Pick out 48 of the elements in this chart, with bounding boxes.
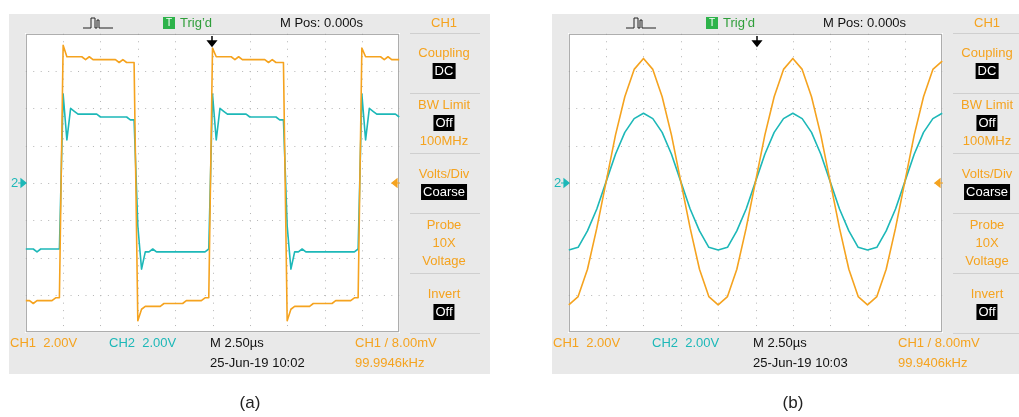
text: Off [976,304,998,320]
text: CH1 / 8.00mV [355,335,437,351]
text: Trig’d [180,15,213,31]
text: Trig’d [723,15,756,31]
text: Probe [426,217,462,233]
text: Coarse [964,184,1010,200]
text: M Pos: 0.000s [280,15,364,31]
text: T [706,17,718,29]
text: 25-Jun-19 10:03 [753,355,848,371]
text: M Pos: 0.000s [823,15,907,31]
text: 2 [11,175,19,191]
text: Coupling [961,45,1013,61]
text: Invert [970,286,1004,302]
text: M 2.50µs [210,335,264,351]
text: 100MHz [962,133,1012,149]
text: 99.9406kHz [898,355,968,371]
text: (a) [239,393,261,413]
text: CH1 [973,15,1001,31]
text: Coarse [421,184,467,200]
text: CH2 2.00V [652,335,720,351]
text: Off [976,115,998,131]
text: CH1 2.00V [553,335,621,351]
text: Volts/Div [418,166,470,182]
text: 10X [432,235,456,251]
text: Voltage [965,253,1009,269]
text: 2 [554,175,562,191]
text: T [163,17,175,29]
text: Volts/Div [961,166,1013,182]
text: CH2 2.00V [109,335,177,351]
text: M 2.50µs [753,335,807,351]
text: CH1 [430,15,458,31]
text: Voltage [422,253,466,269]
text: DC [975,63,999,79]
text: BW Limit [418,97,470,113]
text: Invert [427,286,461,302]
text: CH1 2.00V [10,335,78,351]
text: Off [433,304,455,320]
text: 100MHz [419,133,469,149]
text: 99.9946kHz [355,355,425,371]
text: Off [433,115,455,131]
text: Probe [969,217,1005,233]
text: CH1 / 8.00mV [898,335,980,351]
text: 25-Jun-19 10:02 [210,355,305,371]
text: 10X [975,235,999,251]
text: Coupling [418,45,470,61]
text: (b) [782,393,804,413]
text: DC [432,63,456,79]
text: BW Limit [961,97,1013,113]
